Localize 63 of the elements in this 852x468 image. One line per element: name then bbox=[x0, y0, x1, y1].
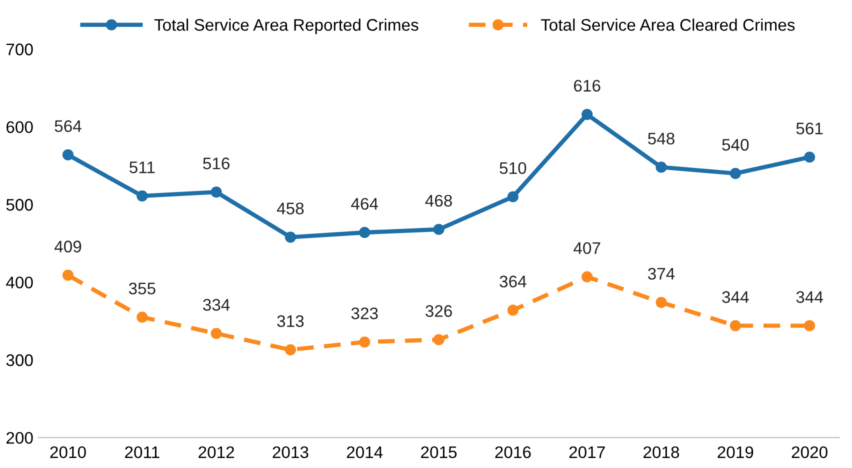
point bbox=[359, 336, 370, 348]
y-tick-label: 600 bbox=[6, 121, 33, 134]
y-tick-label: 500 bbox=[6, 198, 33, 211]
data-label: 540 bbox=[722, 138, 749, 151]
point bbox=[507, 304, 518, 316]
point bbox=[656, 296, 667, 308]
x-tick-label: 2019 bbox=[718, 446, 754, 458]
data-label: 464 bbox=[351, 198, 378, 210]
point bbox=[582, 108, 593, 120]
x-tick-label: 2013 bbox=[272, 446, 308, 458]
data-label: 458 bbox=[276, 202, 304, 214]
data-label: 409 bbox=[54, 240, 82, 252]
x-tick-label: 2012 bbox=[198, 446, 234, 458]
point bbox=[284, 232, 296, 243]
data-label: 313 bbox=[277, 315, 304, 328]
point bbox=[730, 320, 741, 332]
x-tick-label: 2011 bbox=[125, 446, 160, 458]
data-label: 374 bbox=[648, 268, 675, 280]
x-tick-label: 2016 bbox=[495, 446, 531, 458]
y-tick-label: 300 bbox=[6, 354, 33, 366]
y-tick-label: 200 bbox=[6, 432, 33, 444]
point bbox=[804, 152, 816, 163]
x-tick-label: 2017 bbox=[569, 446, 605, 458]
point bbox=[210, 328, 222, 340]
legend-label: Total Service Area Cleared Crimes bbox=[540, 18, 795, 31]
data-label: 511 bbox=[130, 162, 155, 174]
point bbox=[582, 271, 593, 282]
data-label: 344 bbox=[722, 291, 749, 303]
point bbox=[433, 334, 444, 346]
x-tick-label: 2014 bbox=[346, 446, 383, 458]
point bbox=[359, 226, 370, 238]
point bbox=[804, 320, 816, 332]
data-label: 334 bbox=[203, 298, 230, 311]
data-label: 510 bbox=[500, 162, 526, 174]
data-label: 326 bbox=[426, 305, 452, 317]
x-tick-label: 2018 bbox=[644, 446, 680, 458]
point bbox=[730, 168, 741, 179]
y-tick-label: 400 bbox=[6, 276, 33, 288]
legend-label: Total Service Area Reported Crimes bbox=[154, 18, 418, 34]
data-label: 468 bbox=[425, 194, 452, 207]
point bbox=[136, 190, 148, 202]
point bbox=[136, 312, 148, 323]
point bbox=[210, 186, 222, 198]
x-tick-label: 2010 bbox=[50, 446, 86, 458]
data-label: 616 bbox=[574, 80, 600, 92]
data-label: 561 bbox=[796, 122, 823, 134]
data-label: 364 bbox=[500, 276, 526, 288]
x-tick-label: 2015 bbox=[421, 446, 457, 458]
data-label: 516 bbox=[203, 158, 230, 170]
data-label: 564 bbox=[54, 120, 82, 132]
data-label: 323 bbox=[351, 307, 378, 320]
data-label: 548 bbox=[648, 132, 674, 144]
point bbox=[656, 162, 667, 173]
data-label: 344 bbox=[796, 291, 823, 303]
point bbox=[507, 191, 518, 202]
point bbox=[284, 344, 296, 356]
x-tick-label: 2020 bbox=[792, 446, 828, 458]
data-label: 407 bbox=[574, 242, 600, 254]
point bbox=[433, 224, 444, 235]
point bbox=[62, 270, 74, 281]
y-tick-label: 700 bbox=[6, 44, 33, 56]
point bbox=[62, 149, 74, 160]
data-label: 355 bbox=[128, 282, 156, 294]
